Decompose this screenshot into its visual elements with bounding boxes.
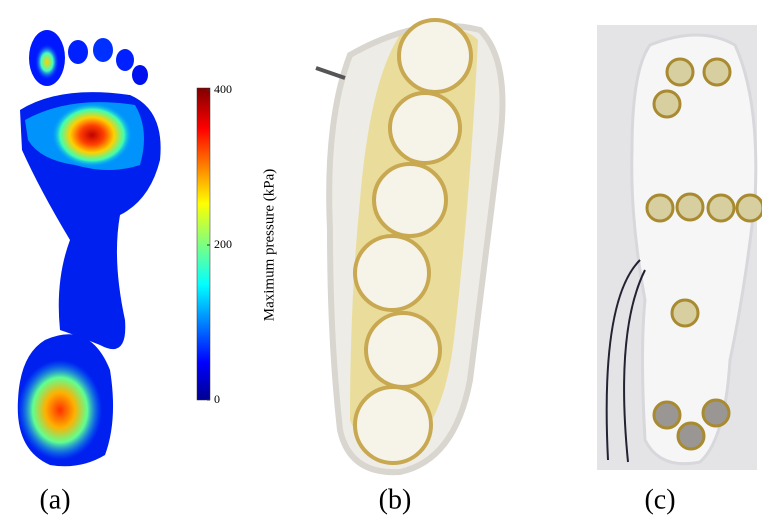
panel-label: (a) [39, 484, 70, 515]
pressure-map [18, 30, 161, 466]
figure: Maximum pressure (kPa) (a) (b) (c) 0 200 4… [0, 0, 762, 528]
panel-label: (c) [644, 484, 675, 515]
insole-c [597, 25, 762, 470]
colorbar [197, 88, 210, 400]
insole-b [316, 20, 503, 472]
panel-label: (b) [379, 484, 412, 515]
colorbar-label: Maximum pressure (kPa) [261, 169, 277, 321]
tick-label: 200 [214, 237, 232, 251]
tick-label: 0 [214, 392, 220, 406]
tick-label: 400 [214, 82, 232, 96]
